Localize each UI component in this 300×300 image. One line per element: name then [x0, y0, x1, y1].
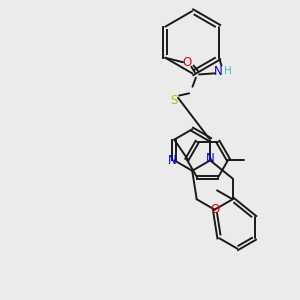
Text: O: O	[182, 56, 192, 69]
Text: N: N	[168, 154, 176, 167]
Text: N: N	[206, 152, 214, 165]
Text: O: O	[210, 203, 219, 216]
Text: N: N	[214, 64, 222, 78]
Text: S: S	[170, 94, 177, 106]
Text: H: H	[224, 66, 232, 76]
